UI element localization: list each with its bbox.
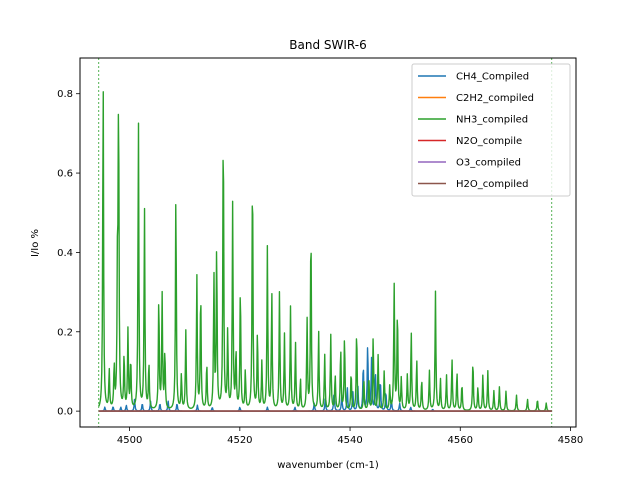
- legend: CH4_Compiled C2H2_compiled NH3_compiled N2O…: [411, 63, 571, 197]
- y-tick-label: 0.6: [57, 169, 73, 180]
- legend-box: [411, 63, 571, 197]
- x-axis: 4500 4520 4540 4560 4580: [117, 427, 583, 446]
- legend-entry: C2H2_compiled: [456, 93, 534, 104]
- x-tick-label: 4540: [337, 435, 362, 446]
- legend-entry: N2O_compile: [456, 136, 522, 147]
- legend-entry: H2O_compiled: [456, 179, 529, 190]
- series-line-nh3-compiled: [98, 91, 552, 412]
- legend-entry: NH3_compiled: [456, 115, 528, 126]
- y-tick-label: 0.0: [57, 407, 73, 418]
- legend-entry: CH4_Compiled: [456, 72, 529, 83]
- y-axis: 0.0 0.2 0.4 0.6 0.8: [57, 89, 80, 418]
- x-tick-label: 4560: [448, 435, 473, 446]
- x-tick-label: 4520: [227, 435, 252, 446]
- x-axis-label: wavenumber (cm-1): [277, 460, 379, 471]
- y-axis-label: I/Io %: [30, 229, 41, 257]
- legend-entry: O3_compiled: [456, 158, 521, 169]
- chart-title: Band SWIR-6: [289, 38, 366, 52]
- y-tick-label: 0.2: [57, 327, 73, 338]
- x-tick-label: 4500: [117, 435, 142, 446]
- y-tick-label: 0.8: [57, 89, 73, 100]
- y-tick-label: 0.4: [57, 248, 73, 259]
- plot-frame: [79, 57, 577, 428]
- x-tick-label: 4580: [558, 435, 583, 446]
- plot-area: [98, 58, 553, 427]
